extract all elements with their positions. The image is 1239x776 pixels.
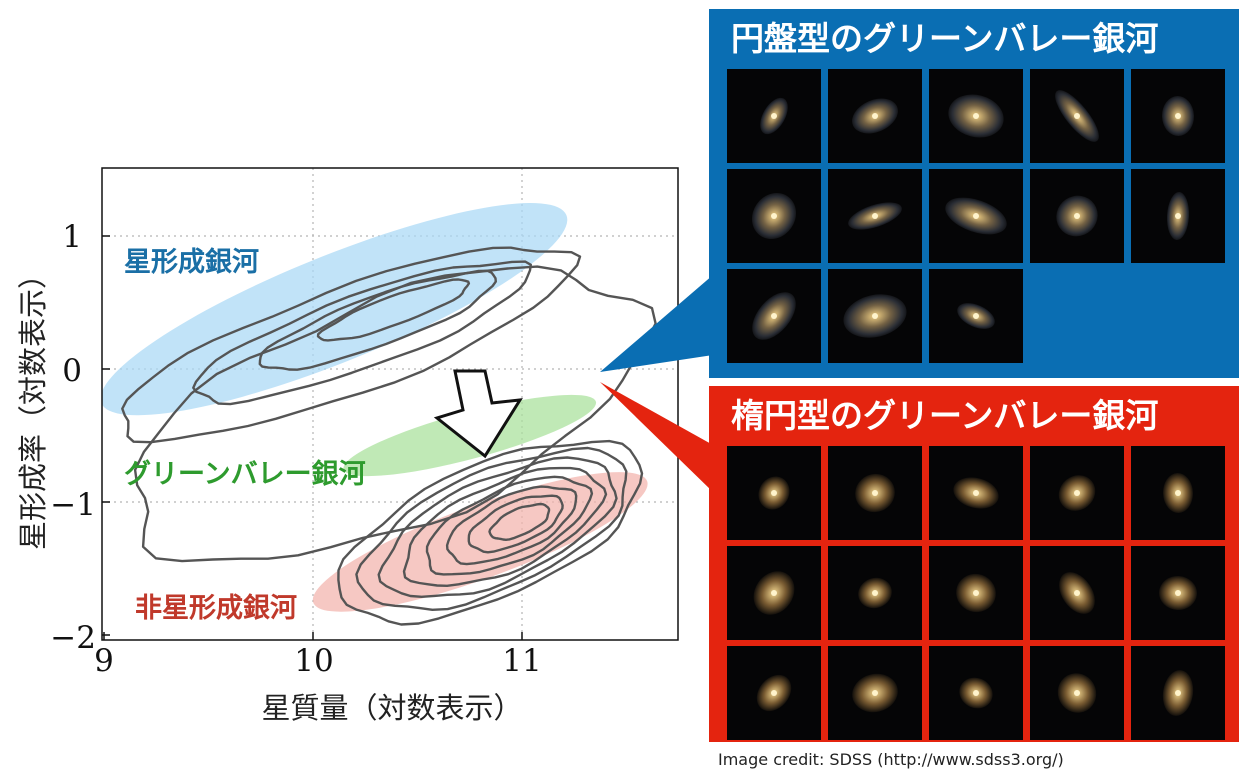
y-tick-minus2: −2 bbox=[50, 620, 96, 656]
galaxy-core bbox=[973, 113, 979, 119]
contour-lines bbox=[121, 246, 657, 626]
galaxy-core bbox=[1074, 690, 1080, 696]
galaxy-core bbox=[973, 690, 979, 696]
elliptical-galaxy-thumb bbox=[1030, 546, 1124, 640]
outer-contour bbox=[133, 265, 657, 563]
disk-galaxy-thumb bbox=[727, 269, 821, 363]
y-tick-minus1: −1 bbox=[50, 487, 96, 523]
elliptical-galaxy-thumb bbox=[1131, 646, 1225, 740]
galaxy-core bbox=[771, 690, 777, 696]
galaxy-core bbox=[771, 113, 777, 119]
galaxy-core bbox=[1074, 590, 1080, 596]
disk-galaxy-panel: 円盤型のグリーンバレー銀河 bbox=[709, 9, 1239, 378]
y-tick-0: 0 bbox=[62, 353, 82, 389]
elliptical-galaxy-thumb bbox=[727, 446, 821, 540]
x-tick-9: 9 bbox=[94, 643, 114, 679]
elliptical-galaxy-thumb bbox=[1131, 446, 1225, 540]
q-contour-7 bbox=[488, 502, 551, 541]
elliptical-galaxy-thumb bbox=[828, 446, 922, 540]
x-tick-10: 10 bbox=[294, 643, 333, 679]
galaxy-core bbox=[771, 313, 777, 319]
disk-galaxy-thumb bbox=[1131, 169, 1225, 263]
galaxy-core bbox=[973, 313, 979, 319]
label-green-valley: グリーンバレー銀河 bbox=[124, 458, 366, 490]
disk-galaxy-thumb bbox=[727, 69, 821, 163]
q-contour-1 bbox=[355, 446, 628, 611]
q-contour-3 bbox=[402, 466, 608, 587]
galaxy-core bbox=[1074, 113, 1080, 119]
galaxy-core bbox=[872, 213, 878, 219]
elliptical-galaxy-thumb bbox=[727, 546, 821, 640]
disk-galaxy-thumb bbox=[1030, 169, 1124, 263]
transition-arrow bbox=[433, 369, 523, 459]
region-ellipse-2 bbox=[312, 472, 648, 612]
galaxy-core bbox=[1175, 590, 1181, 596]
q-contour-0 bbox=[337, 439, 644, 626]
x-axis-label: 星質量（対数表示） bbox=[261, 691, 522, 725]
galaxy-core bbox=[1175, 213, 1181, 219]
galaxy-core bbox=[973, 490, 979, 496]
elliptical-panel-title: 楕円型のグリーンバレー銀河 bbox=[731, 396, 1159, 435]
disk-galaxy-grid bbox=[727, 69, 1225, 363]
label-quiescent: 非星形成銀河 bbox=[135, 593, 297, 624]
elliptical-galaxy-thumb bbox=[929, 546, 1023, 640]
galaxy-core bbox=[872, 590, 878, 596]
galaxy-core bbox=[973, 213, 979, 219]
disk-panel-title: 円盤型のグリーンバレー銀河 bbox=[731, 19, 1159, 58]
disk-galaxy-thumb bbox=[828, 169, 922, 263]
x-tick-11: 11 bbox=[502, 643, 541, 679]
sf-contour-0 bbox=[121, 246, 582, 444]
galaxy-core bbox=[872, 313, 878, 319]
galaxy-core bbox=[973, 590, 979, 596]
disk-galaxy-thumb bbox=[1131, 69, 1225, 163]
galaxy-core bbox=[1175, 690, 1181, 696]
galaxy-core bbox=[771, 213, 777, 219]
disk-galaxy-thumb bbox=[1030, 69, 1124, 163]
disk-galaxy-thumb bbox=[727, 169, 821, 263]
q-contour-4 bbox=[425, 475, 594, 576]
elliptical-galaxy-thumb bbox=[929, 646, 1023, 740]
disk-galaxy-thumb bbox=[929, 69, 1023, 163]
elliptical-galaxy-grid bbox=[727, 446, 1225, 740]
galaxy-core bbox=[1074, 213, 1080, 219]
elliptical-galaxy-thumb bbox=[1131, 546, 1225, 640]
galaxy-core bbox=[771, 590, 777, 596]
q-contour-5 bbox=[445, 485, 578, 566]
elliptical-galaxy-thumb bbox=[828, 546, 922, 640]
label-star-forming: 星形成銀河 bbox=[124, 247, 259, 278]
elliptical-galaxy-thumb bbox=[929, 446, 1023, 540]
galaxy-core bbox=[1175, 113, 1181, 119]
galaxy-core bbox=[771, 490, 777, 496]
elliptical-galaxy-thumb bbox=[1030, 446, 1124, 540]
axis-ticks bbox=[102, 235, 523, 640]
image-credit: Image credit: SDSS (http://www.sdss3.org… bbox=[718, 750, 1064, 769]
disk-galaxy-thumb bbox=[828, 269, 922, 363]
contour-chart: 1 0 −1 −2 9 10 11 星質量（対数表示） 星形成率（対数表示） 星… bbox=[16, 167, 679, 725]
galaxy-core bbox=[872, 113, 878, 119]
galaxy-core bbox=[872, 690, 878, 696]
sf-contour-3 bbox=[316, 278, 471, 342]
sf-contour-1 bbox=[192, 260, 532, 406]
y-tick-1: 1 bbox=[62, 219, 82, 255]
disk-galaxy-thumb bbox=[929, 269, 1023, 363]
disk-galaxy-thumb bbox=[828, 69, 922, 163]
elliptical-galaxy-thumb bbox=[727, 646, 821, 740]
sf-contour-2 bbox=[258, 269, 497, 371]
galaxy-core bbox=[1175, 490, 1181, 496]
y-axis-label: 星形成率（対数表示） bbox=[16, 260, 50, 550]
galaxy-core bbox=[872, 490, 878, 496]
elliptical-galaxy-panel: 楕円型のグリーンバレー銀河 bbox=[709, 386, 1239, 742]
q-contour-6 bbox=[467, 494, 564, 554]
disk-galaxy-thumb bbox=[929, 169, 1023, 263]
elliptical-galaxy-thumb bbox=[828, 646, 922, 740]
elliptical-galaxy-thumb bbox=[1030, 646, 1124, 740]
galaxy-core bbox=[1074, 490, 1080, 496]
q-contour-2 bbox=[377, 456, 618, 598]
